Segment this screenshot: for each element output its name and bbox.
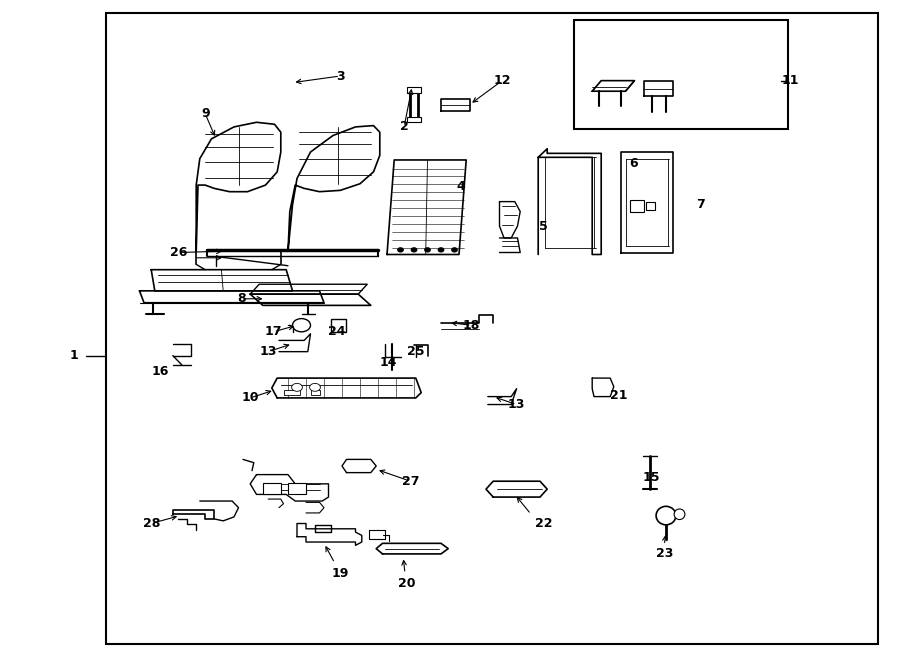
Circle shape <box>398 248 403 252</box>
Circle shape <box>292 383 302 391</box>
Text: 19: 19 <box>331 567 349 580</box>
Circle shape <box>292 319 310 332</box>
Text: 11: 11 <box>781 74 799 87</box>
Text: 17: 17 <box>265 325 283 338</box>
Text: 25: 25 <box>407 345 425 358</box>
Text: 22: 22 <box>535 517 553 530</box>
Text: 1: 1 <box>69 349 78 362</box>
Text: 3: 3 <box>336 69 345 83</box>
Circle shape <box>411 248 417 252</box>
Circle shape <box>425 248 430 252</box>
Text: 13: 13 <box>259 345 277 358</box>
Bar <box>106 13 878 644</box>
Text: 6: 6 <box>629 157 638 171</box>
Text: 13: 13 <box>508 398 526 411</box>
Bar <box>310 390 320 395</box>
Ellipse shape <box>656 506 676 525</box>
Bar <box>646 202 655 210</box>
Text: 2: 2 <box>400 120 409 134</box>
Text: 26: 26 <box>169 246 187 259</box>
Text: 28: 28 <box>142 517 160 530</box>
Bar <box>288 483 306 494</box>
Bar <box>407 87 421 93</box>
Circle shape <box>310 383 320 391</box>
Text: 4: 4 <box>456 180 465 193</box>
Text: 21: 21 <box>610 389 628 402</box>
Text: 14: 14 <box>380 356 398 369</box>
Text: 5: 5 <box>539 219 548 233</box>
Text: 16: 16 <box>151 365 169 378</box>
Text: 24: 24 <box>328 325 346 338</box>
Circle shape <box>452 248 457 252</box>
Bar <box>263 483 281 494</box>
Text: 20: 20 <box>398 576 416 590</box>
Circle shape <box>438 248 444 252</box>
Text: 9: 9 <box>201 107 210 120</box>
Bar <box>284 390 300 395</box>
Bar <box>407 117 421 122</box>
Text: 15: 15 <box>643 471 661 484</box>
Text: 7: 7 <box>696 198 705 212</box>
Text: 10: 10 <box>241 391 259 405</box>
Ellipse shape <box>674 509 685 520</box>
Text: 23: 23 <box>655 547 673 561</box>
Bar <box>630 200 644 212</box>
Text: 27: 27 <box>401 475 419 488</box>
Text: 18: 18 <box>463 319 481 332</box>
Text: 8: 8 <box>237 292 246 305</box>
Text: 12: 12 <box>493 74 511 87</box>
Bar <box>331 319 346 332</box>
Bar <box>574 20 788 129</box>
